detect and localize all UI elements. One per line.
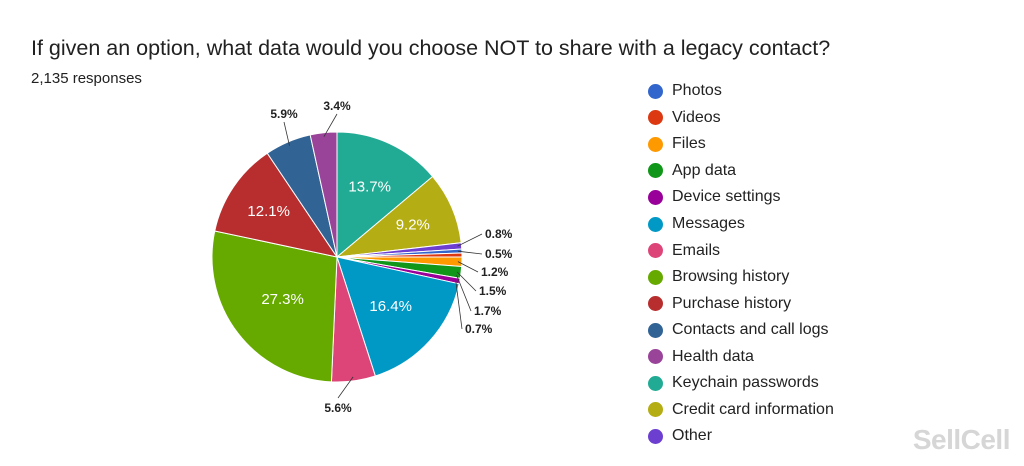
- legend-label: Messages: [672, 215, 745, 232]
- legend-item-emails[interactable]: Emails: [648, 237, 834, 264]
- legend-swatch: [648, 243, 663, 259]
- slice-label-photos: 0.5%: [485, 247, 513, 261]
- legend-label: Device settings: [672, 188, 781, 206]
- leader-line-callout: [456, 274, 472, 312]
- legend-label: Videos: [672, 108, 721, 126]
- legend-swatch: [648, 322, 663, 338]
- legend-swatch: [648, 349, 663, 365]
- legend-item-messages[interactable]: Messages: [648, 211, 834, 238]
- slice-label-browsing-history: 27.3%: [261, 291, 304, 308]
- legend-swatch: [648, 136, 663, 152]
- legend-label: Other: [672, 427, 713, 445]
- leader-line-files: [457, 261, 479, 273]
- leader-line-photos: [457, 250, 483, 255]
- legend-swatch: [648, 163, 663, 179]
- legend-item-files[interactable]: Files: [648, 131, 834, 158]
- legend-label: Health data: [672, 347, 754, 365]
- slice-label-app-data: 1.5%: [479, 284, 507, 298]
- leader-line-app-data: [456, 271, 477, 292]
- legend-label: Keychain passwords: [672, 374, 819, 392]
- legend-swatch: [648, 375, 663, 391]
- legend-swatch: [648, 428, 663, 444]
- legend-item-keychain-passwords[interactable]: Keychain passwords: [648, 370, 834, 397]
- pie-slice-health-data[interactable]: [309, 131, 338, 258]
- slice-label-files: 1.2%: [481, 265, 509, 279]
- legend-item-purchase-history[interactable]: Purchase history: [648, 290, 834, 317]
- legend-label: Emails: [672, 241, 721, 259]
- chart-legend: Photos Videos Files App data Device settings…: [648, 78, 834, 450]
- legend-swatch: [648, 216, 663, 232]
- legend-swatch: [648, 269, 663, 285]
- legend-item-photos[interactable]: Photos: [648, 78, 834, 105]
- legend-swatch: [648, 402, 663, 418]
- pie-slice-purchase-history[interactable]: [214, 152, 339, 258]
- legend-item-videos[interactable]: Videos: [648, 105, 834, 132]
- legend-swatch: [648, 296, 663, 312]
- slice-label-credit-card-information: 9.2%: [396, 216, 430, 233]
- leader-line-device-settings: [455, 280, 463, 330]
- legend-label: Files: [672, 135, 706, 153]
- slice-label-purchase-history: 12.1%: [247, 203, 290, 220]
- legend-label: App data: [672, 161, 737, 179]
- slice-label-contacts-and-call-logs: 5.9%: [270, 107, 298, 121]
- legend-item-credit-card-information[interactable]: Credit card information: [648, 397, 834, 424]
- legend-item-app-data[interactable]: App data: [648, 158, 834, 185]
- legend-label: Contacts and call logs: [672, 321, 829, 339]
- legend-label: Credit card information: [672, 400, 834, 418]
- pie-slice-keychain-passwords[interactable]: [336, 131, 434, 259]
- slice-label-messages: 16.4%: [369, 298, 412, 315]
- legend-item-other[interactable]: Other: [648, 423, 834, 450]
- slice-label-other: 0.8%: [485, 227, 513, 241]
- sellcell-watermark: SellCell: [912, 424, 1011, 455]
- pie-slice-messages[interactable]: [336, 256, 460, 377]
- legend-swatch: [648, 110, 663, 126]
- leader-line-health-data: [323, 113, 338, 137]
- legend-label: Purchase history: [672, 294, 792, 312]
- legend-item-contacts-and-call-logs[interactable]: Contacts and call logs: [648, 317, 834, 344]
- response-count: 2,135 responses: [31, 70, 142, 87]
- legend-item-health-data[interactable]: Health data: [648, 343, 834, 370]
- callout-label-0: 1.7%: [474, 304, 502, 318]
- legend-swatch: [648, 189, 663, 205]
- slice-label-emails: 5.6%: [324, 401, 352, 415]
- slice-label-health-data: 3.4%: [323, 99, 351, 113]
- leader-line-contacts-and-call-logs: [283, 121, 290, 146]
- leader-line-other: [457, 233, 483, 247]
- slice-label-keychain-passwords: 13.7%: [348, 179, 391, 196]
- leader-line-emails: [337, 376, 354, 399]
- legend-item-device-settings[interactable]: Device settings: [648, 184, 834, 211]
- legend-label: Photos: [672, 82, 722, 100]
- chart-title: If given an option, what data would you …: [31, 36, 831, 60]
- legend-label: Browsing history: [672, 268, 790, 286]
- pie-slice-browsing-history[interactable]: [211, 230, 338, 383]
- pie-chart: 13.7% 9.2% 0.8% 0.5% 1.2% 1.5% 0.7% 16.4% 5.6% 27…: [211, 99, 513, 415]
- legend-swatch: [648, 83, 663, 99]
- slice-label-device-settings: 0.7%: [465, 322, 493, 336]
- legend-item-browsing-history[interactable]: Browsing history: [648, 264, 834, 291]
